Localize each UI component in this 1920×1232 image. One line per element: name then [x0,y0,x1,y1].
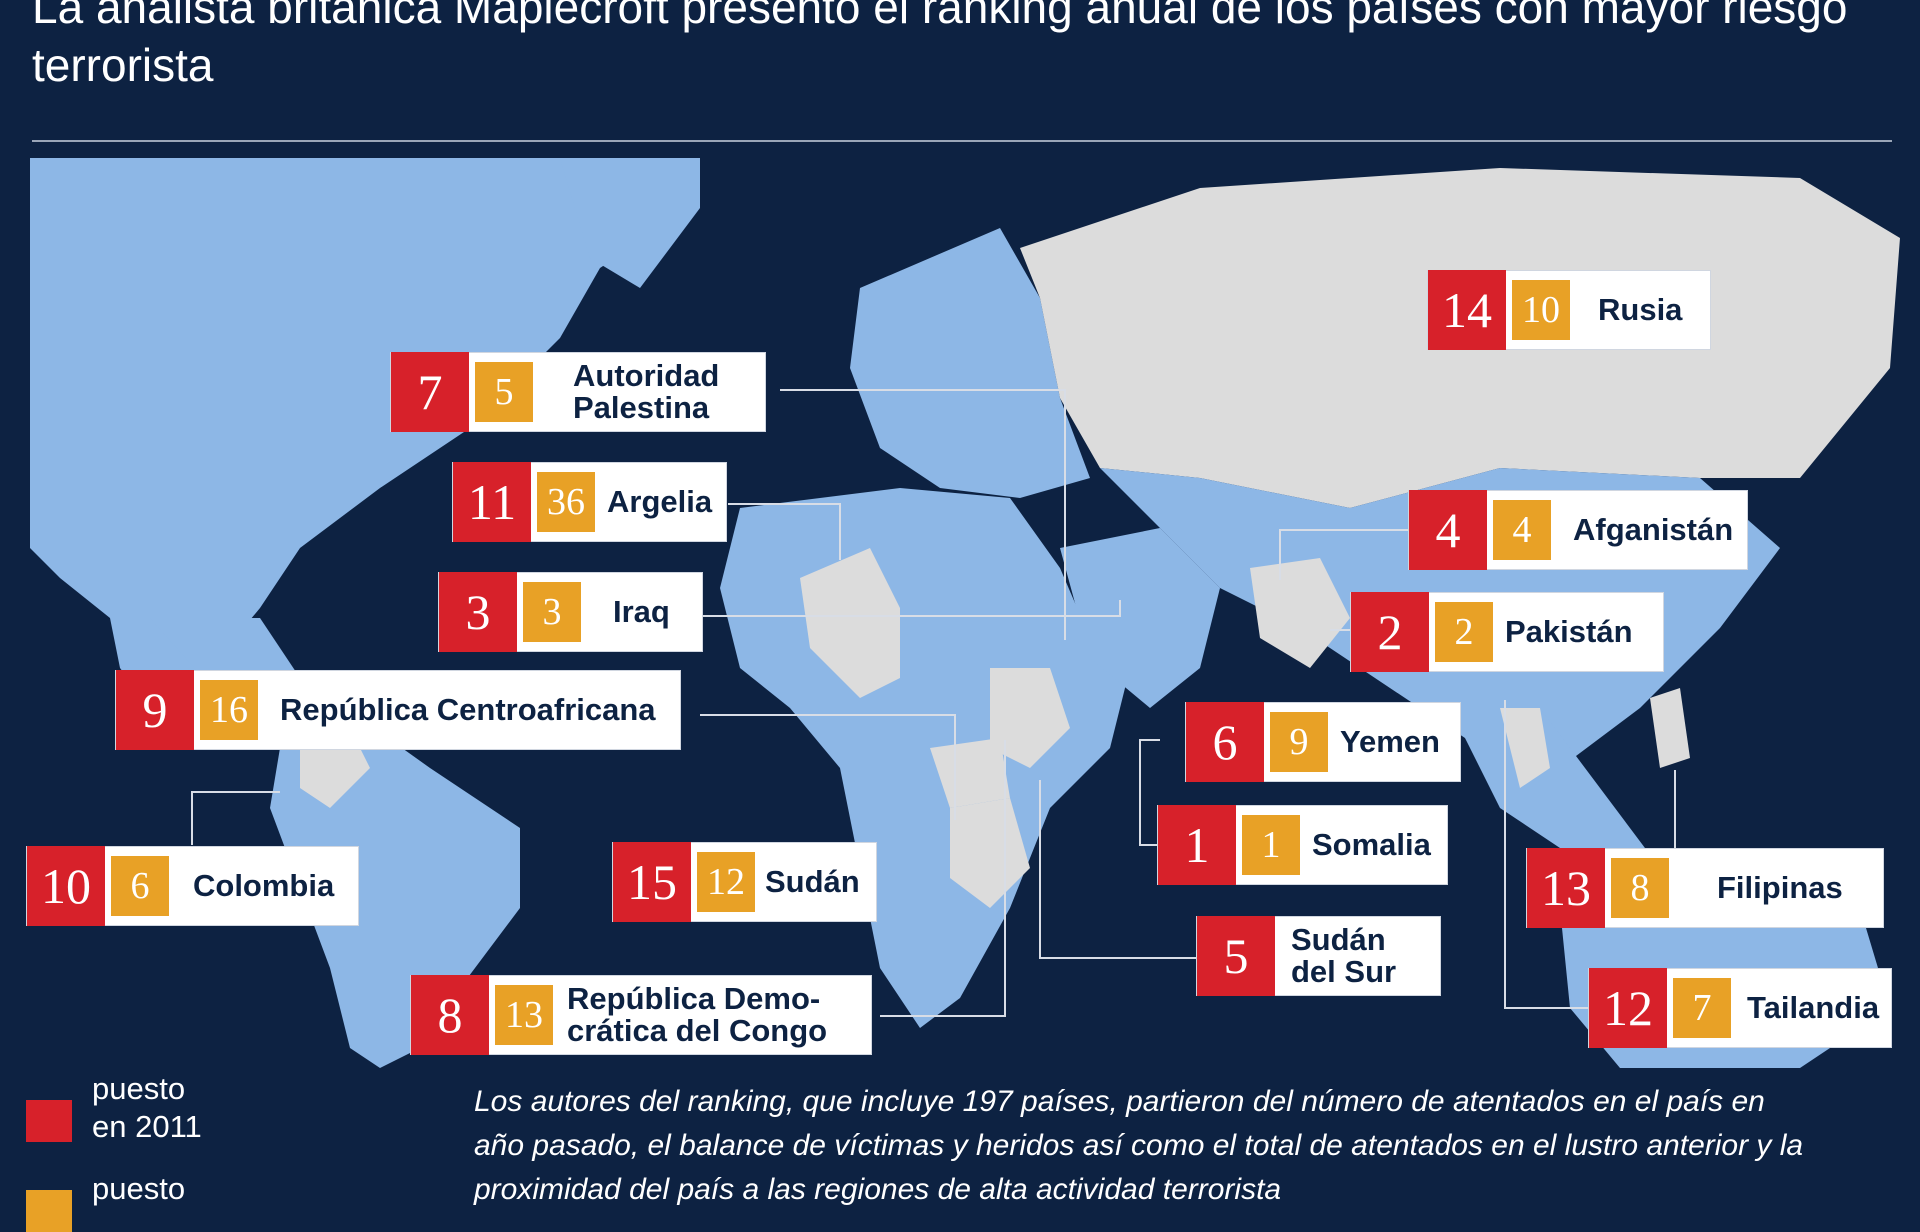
rank-2011-badge: 12 [1589,968,1667,1048]
rank-2011-badge: 2 [1351,592,1429,672]
rank-2012-badge: 12 [697,852,755,912]
card-yemen: 6 9 Yemen [1185,702,1461,782]
country-name: República Centroafricana [280,692,656,727]
rank-2011-badge: 14 [1428,270,1506,350]
country-name: Yemen [1340,724,1440,759]
rank-2012-badge: 8 [1611,858,1669,918]
philippines-highlight [1650,688,1690,768]
card-republica-centroafricana: 9 16 República Centroafricana [115,670,681,750]
country-name: Autoridad Palestina [573,358,720,425]
rank-2012-badge: 6 [111,856,169,916]
rank-2012-badge: 13 [495,985,553,1045]
country-name: Pakistán [1505,614,1633,649]
legend-2012-swatch [26,1190,72,1232]
card-somalia: 1 1 Somalia [1157,805,1448,885]
rank-2012-badge: 16 [200,680,258,740]
country-name: Sudán [765,864,860,899]
rank-2011-badge: 1 [1158,805,1236,885]
rank-2011-badge: 8 [411,975,489,1055]
methodology-note: Los autores del ranking, que incluye 197… [474,1085,1804,1206]
rank-2011-badge: 9 [116,670,194,750]
rank-2011-badge: 7 [391,352,469,432]
country-name: Sudán del Sur [1291,922,1397,989]
rank-2012-badge: 9 [1270,712,1328,772]
rank-2012-badge: 4 [1493,500,1551,560]
middle-east-land [1060,528,1220,708]
country-name: República Demo- crática del Congo [567,981,828,1048]
country-name: Somalia [1312,827,1431,862]
card-pakistan: 2 2 Pakistán [1350,592,1664,672]
rank-2012-badge: 36 [537,472,595,532]
rank-2011-badge: 11 [453,462,531,542]
legend-2012-label: puesto [92,1171,186,1206]
rank-2011-badge: 13 [1527,848,1605,928]
country-name: Argelia [607,484,713,519]
card-colombia: 10 6 Colombia [26,846,360,926]
greenland-land [560,158,700,288]
country-name: Afganistán [1573,512,1734,547]
card-sudan: 15 12 Sudán [612,842,877,922]
legend-2011-swatch [26,1100,72,1142]
rank-2011-badge: 10 [27,846,105,926]
card-autoridad-palestina: 7 5 Autoridad Palestina [390,352,767,432]
page-title: La analista británica Maplecroft present… [32,0,1848,91]
rank-2011-badge: 4 [1409,490,1487,570]
sudan-highlight [990,668,1070,768]
afghanistan-pakistan-highlight [1250,558,1350,668]
rank-2012-badge: 7 [1673,978,1731,1038]
country-name: Tailandia [1747,990,1880,1025]
rank-2011-badge: 15 [613,842,691,922]
rank-2012-badge: 5 [475,362,533,422]
legend-2011-label: puesto en 2011 [92,1071,202,1144]
card-republica-democratica-del-congo: 8 13 República Demo- crática del Congo [410,975,873,1055]
card-filipinas: 13 8 Filipinas [1526,848,1884,928]
card-tailandia: 12 7 Tailandia [1588,968,1893,1048]
title-divider [32,140,1892,142]
north-america-land [30,158,700,708]
rank-2011-badge: 3 [439,572,517,652]
country-name: Colombia [193,868,335,903]
card-afganistan: 4 4 Afganistán [1408,490,1749,570]
card-argelia: 11 36 Argelia [452,462,728,542]
rank-2011-badge: 5 [1197,916,1275,996]
country-name: Rusia [1598,292,1683,327]
rank-2011-badge: 6 [1186,702,1264,782]
rank-2012-badge: 10 [1512,280,1570,340]
card-rusia: 14 10 Rusia [1427,270,1712,350]
rank-2012-badge: 2 [1435,602,1493,662]
country-name: Filipinas [1717,870,1843,905]
rank-2012-badge: 1 [1242,815,1300,875]
card-iraq: 3 3 Iraq [438,572,703,652]
card-sudan-del-sur: 5 Sudán del Sur [1196,916,1442,996]
rank-2012-badge: 3 [523,582,581,642]
country-name: Iraq [613,594,670,629]
